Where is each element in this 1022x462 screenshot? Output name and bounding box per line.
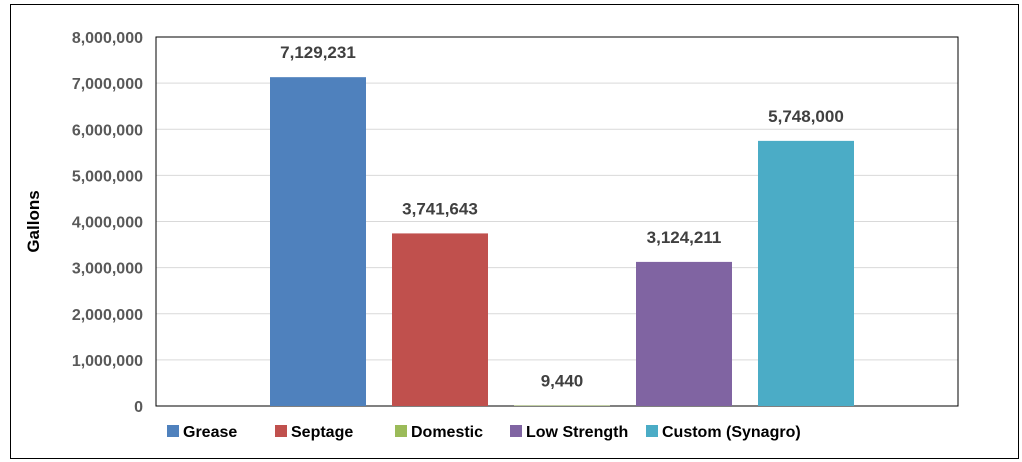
legend-label: Grease bbox=[183, 424, 237, 441]
y-tick-label: 2,000,000 bbox=[72, 307, 143, 324]
y-tick-label: 1,000,000 bbox=[72, 353, 143, 370]
y-tick-label: 5,000,000 bbox=[72, 168, 143, 185]
y-tick-label: 4,000,000 bbox=[72, 215, 143, 232]
legend-swatch-1 bbox=[167, 425, 179, 437]
legend-swatch-3 bbox=[395, 425, 407, 437]
bar-1 bbox=[270, 77, 366, 407]
legend-label: Low Strength bbox=[526, 424, 628, 441]
legend-label: Custom (Synagro) bbox=[662, 424, 801, 441]
legend-swatch-4 bbox=[510, 425, 522, 437]
bar-2 bbox=[392, 233, 488, 406]
y-tick-label: 7,000,000 bbox=[72, 76, 143, 93]
legend-swatch-2 bbox=[275, 425, 287, 437]
legend-swatch-5 bbox=[646, 425, 658, 437]
y-tick-label: 6,000,000 bbox=[72, 122, 143, 139]
y-tick-label: 0 bbox=[134, 399, 143, 416]
y-tick-label: 3,000,000 bbox=[72, 261, 143, 278]
data-label: 7,129,231 bbox=[280, 43, 356, 62]
legend-label: Septage bbox=[291, 424, 353, 441]
legend-label: Domestic bbox=[411, 424, 483, 441]
data-label: 3,741,643 bbox=[402, 199, 478, 218]
y-tick-label: 8,000,000 bbox=[72, 30, 143, 47]
bar-5 bbox=[758, 140, 854, 406]
data-label: 3,124,211 bbox=[647, 228, 722, 247]
data-label: 9,440 bbox=[541, 372, 584, 391]
y-axis-title: Gallons bbox=[24, 190, 43, 252]
data-label: 5,748,000 bbox=[768, 107, 844, 126]
bar-4 bbox=[636, 261, 732, 406]
